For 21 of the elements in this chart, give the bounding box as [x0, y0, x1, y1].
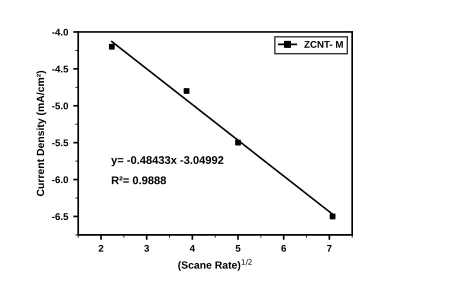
- point: [184, 88, 190, 94]
- y-axis-title: Current Density (mA/cm²): [36, 70, 46, 196]
- legend-label: ZCNT- M: [304, 40, 343, 48]
- point: [235, 140, 241, 146]
- point: [330, 214, 336, 220]
- y-tick-label: -4.0: [52, 28, 68, 36]
- annotation: R²= 0.9888: [112, 176, 166, 184]
- x-tick-label: 6: [281, 244, 286, 252]
- x-axis-title: (Scane Rate)$^{1/2}$: [178, 259, 252, 271]
- x-tick-label: 5: [236, 244, 240, 252]
- y-tick-label: -6.0: [52, 176, 68, 184]
- y-tick-label: -5.0: [52, 102, 68, 110]
- x-tick-label: 3: [144, 244, 150, 252]
- x-tick-label: 4: [190, 244, 196, 252]
- y-tick-label: -5.5: [52, 139, 68, 146]
- point: [108, 44, 115, 50]
- x-tick-label: 7: [327, 244, 332, 252]
- y-tick-label: -4.5: [52, 66, 68, 72]
- x-tick-label: 2: [98, 244, 104, 252]
- annotation: y= -0.48433x -3.04992: [111, 156, 224, 166]
- y-tick-label: -6.5: [52, 213, 68, 220]
